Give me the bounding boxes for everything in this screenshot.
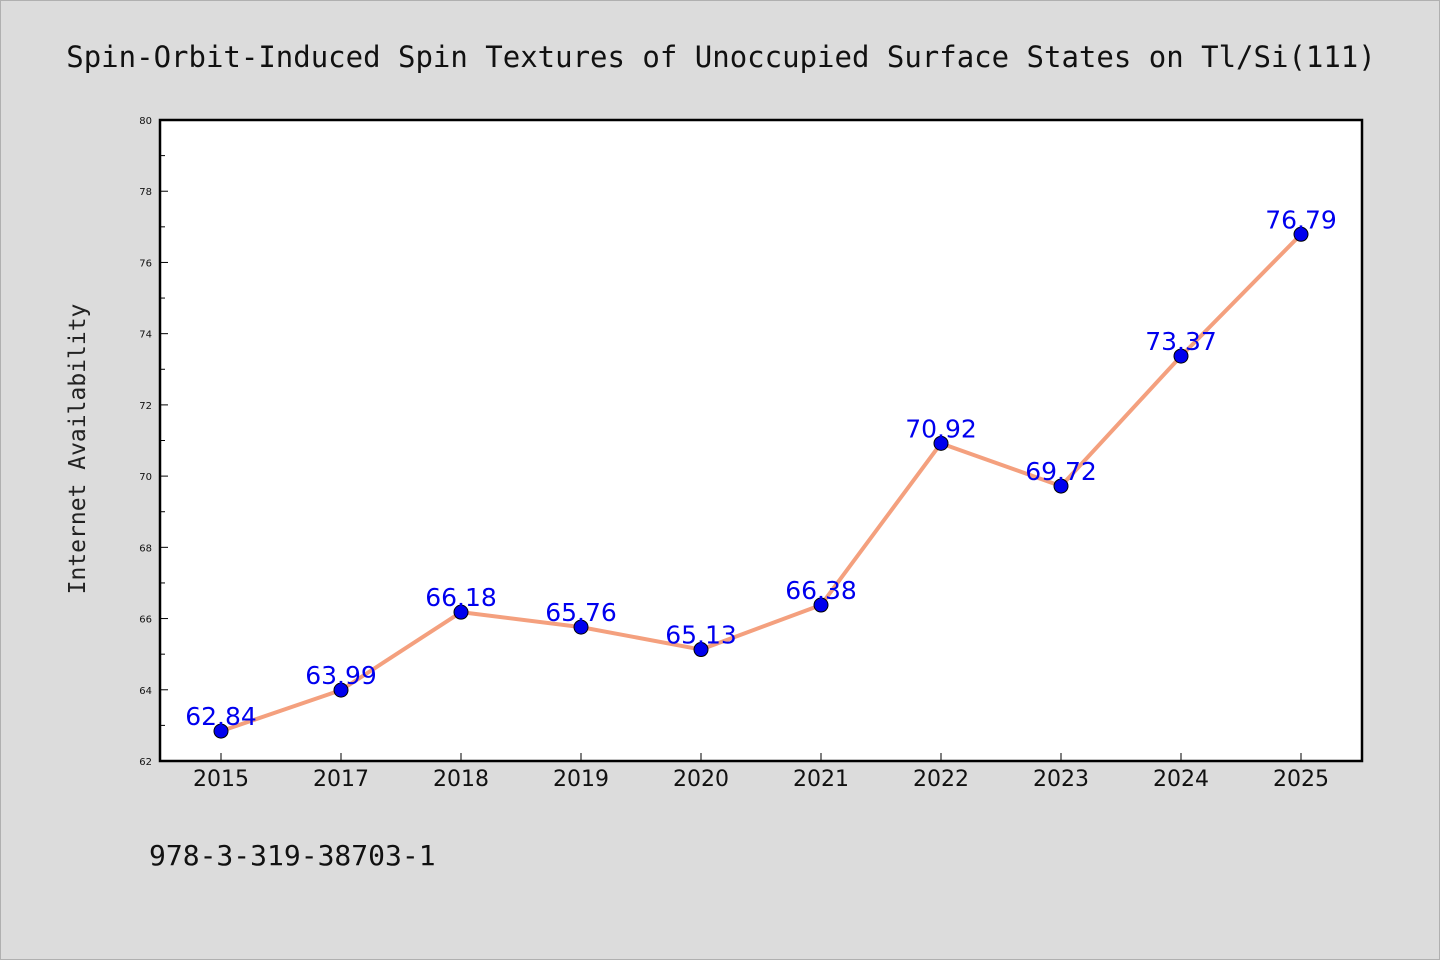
data-label: 66.18 [425,583,497,612]
x-tick-label: 2019 [553,767,609,792]
y-tick-label: 66 [139,615,152,626]
x-tick-label: 2021 [793,767,849,792]
y-tick-label: 64 [139,686,152,697]
x-tick-label: 2017 [313,767,369,792]
plot-area [158,118,1364,763]
data-point [1293,226,1309,242]
data-label: 62.84 [185,702,257,731]
y-tick-label: 70 [139,472,152,483]
y-tick-label: 80 [139,116,152,127]
data-label: 70.92 [905,414,977,443]
data-point [693,642,709,658]
y-tick-label: 76 [139,258,152,269]
data-point [453,604,469,620]
data-label: 66.38 [785,576,857,605]
data-point [813,597,829,613]
y-tick-label: 62 [139,757,152,768]
data-point [333,682,349,698]
x-tick-label: 2020 [673,767,729,792]
y-axis-label: Internet Availability [65,304,91,595]
series-line [219,232,1303,734]
data-label: 69.72 [1025,457,1097,486]
data-point [1173,348,1189,364]
data-label: 65.13 [665,621,737,650]
data-point [573,619,589,635]
x-tick-label: 2015 [193,767,249,792]
data-point [1053,478,1069,494]
y-tick-label: 74 [139,330,152,341]
data-label: 73.37 [1145,327,1217,356]
footnote-text: 978-3-319-38703-1 [149,839,436,872]
data-labels: 62.84 63.99 66.18 65.76 65.13 66.38 70.92 69.72… [185,205,1337,731]
x-tick-label: 2025 [1273,767,1329,792]
data-point [213,723,229,739]
x-tick-label: 2018 [433,767,489,792]
y-tick-label: 72 [139,401,152,412]
x-axis: 2015 2017 2018 2019 2020 2021 2022 2023 2024 2025 [193,753,1329,792]
data-label: 76.79 [1265,205,1337,234]
data-point [933,435,949,451]
x-tick-label: 2022 [913,767,969,792]
data-series [213,226,1309,739]
y-tick-label: 78 [139,187,152,198]
data-label: 65.76 [545,598,617,627]
y-axis: 62 64 66 68 70 72 74 76 78 80 [139,116,168,768]
y-tick-label: 68 [139,543,152,554]
chart-title: Spin-Orbit-Induced Spin Textures of Unoc… [66,40,1375,74]
x-tick-label: 2023 [1033,767,1089,792]
data-label: 63.99 [305,661,377,690]
x-tick-label: 2024 [1153,767,1209,792]
